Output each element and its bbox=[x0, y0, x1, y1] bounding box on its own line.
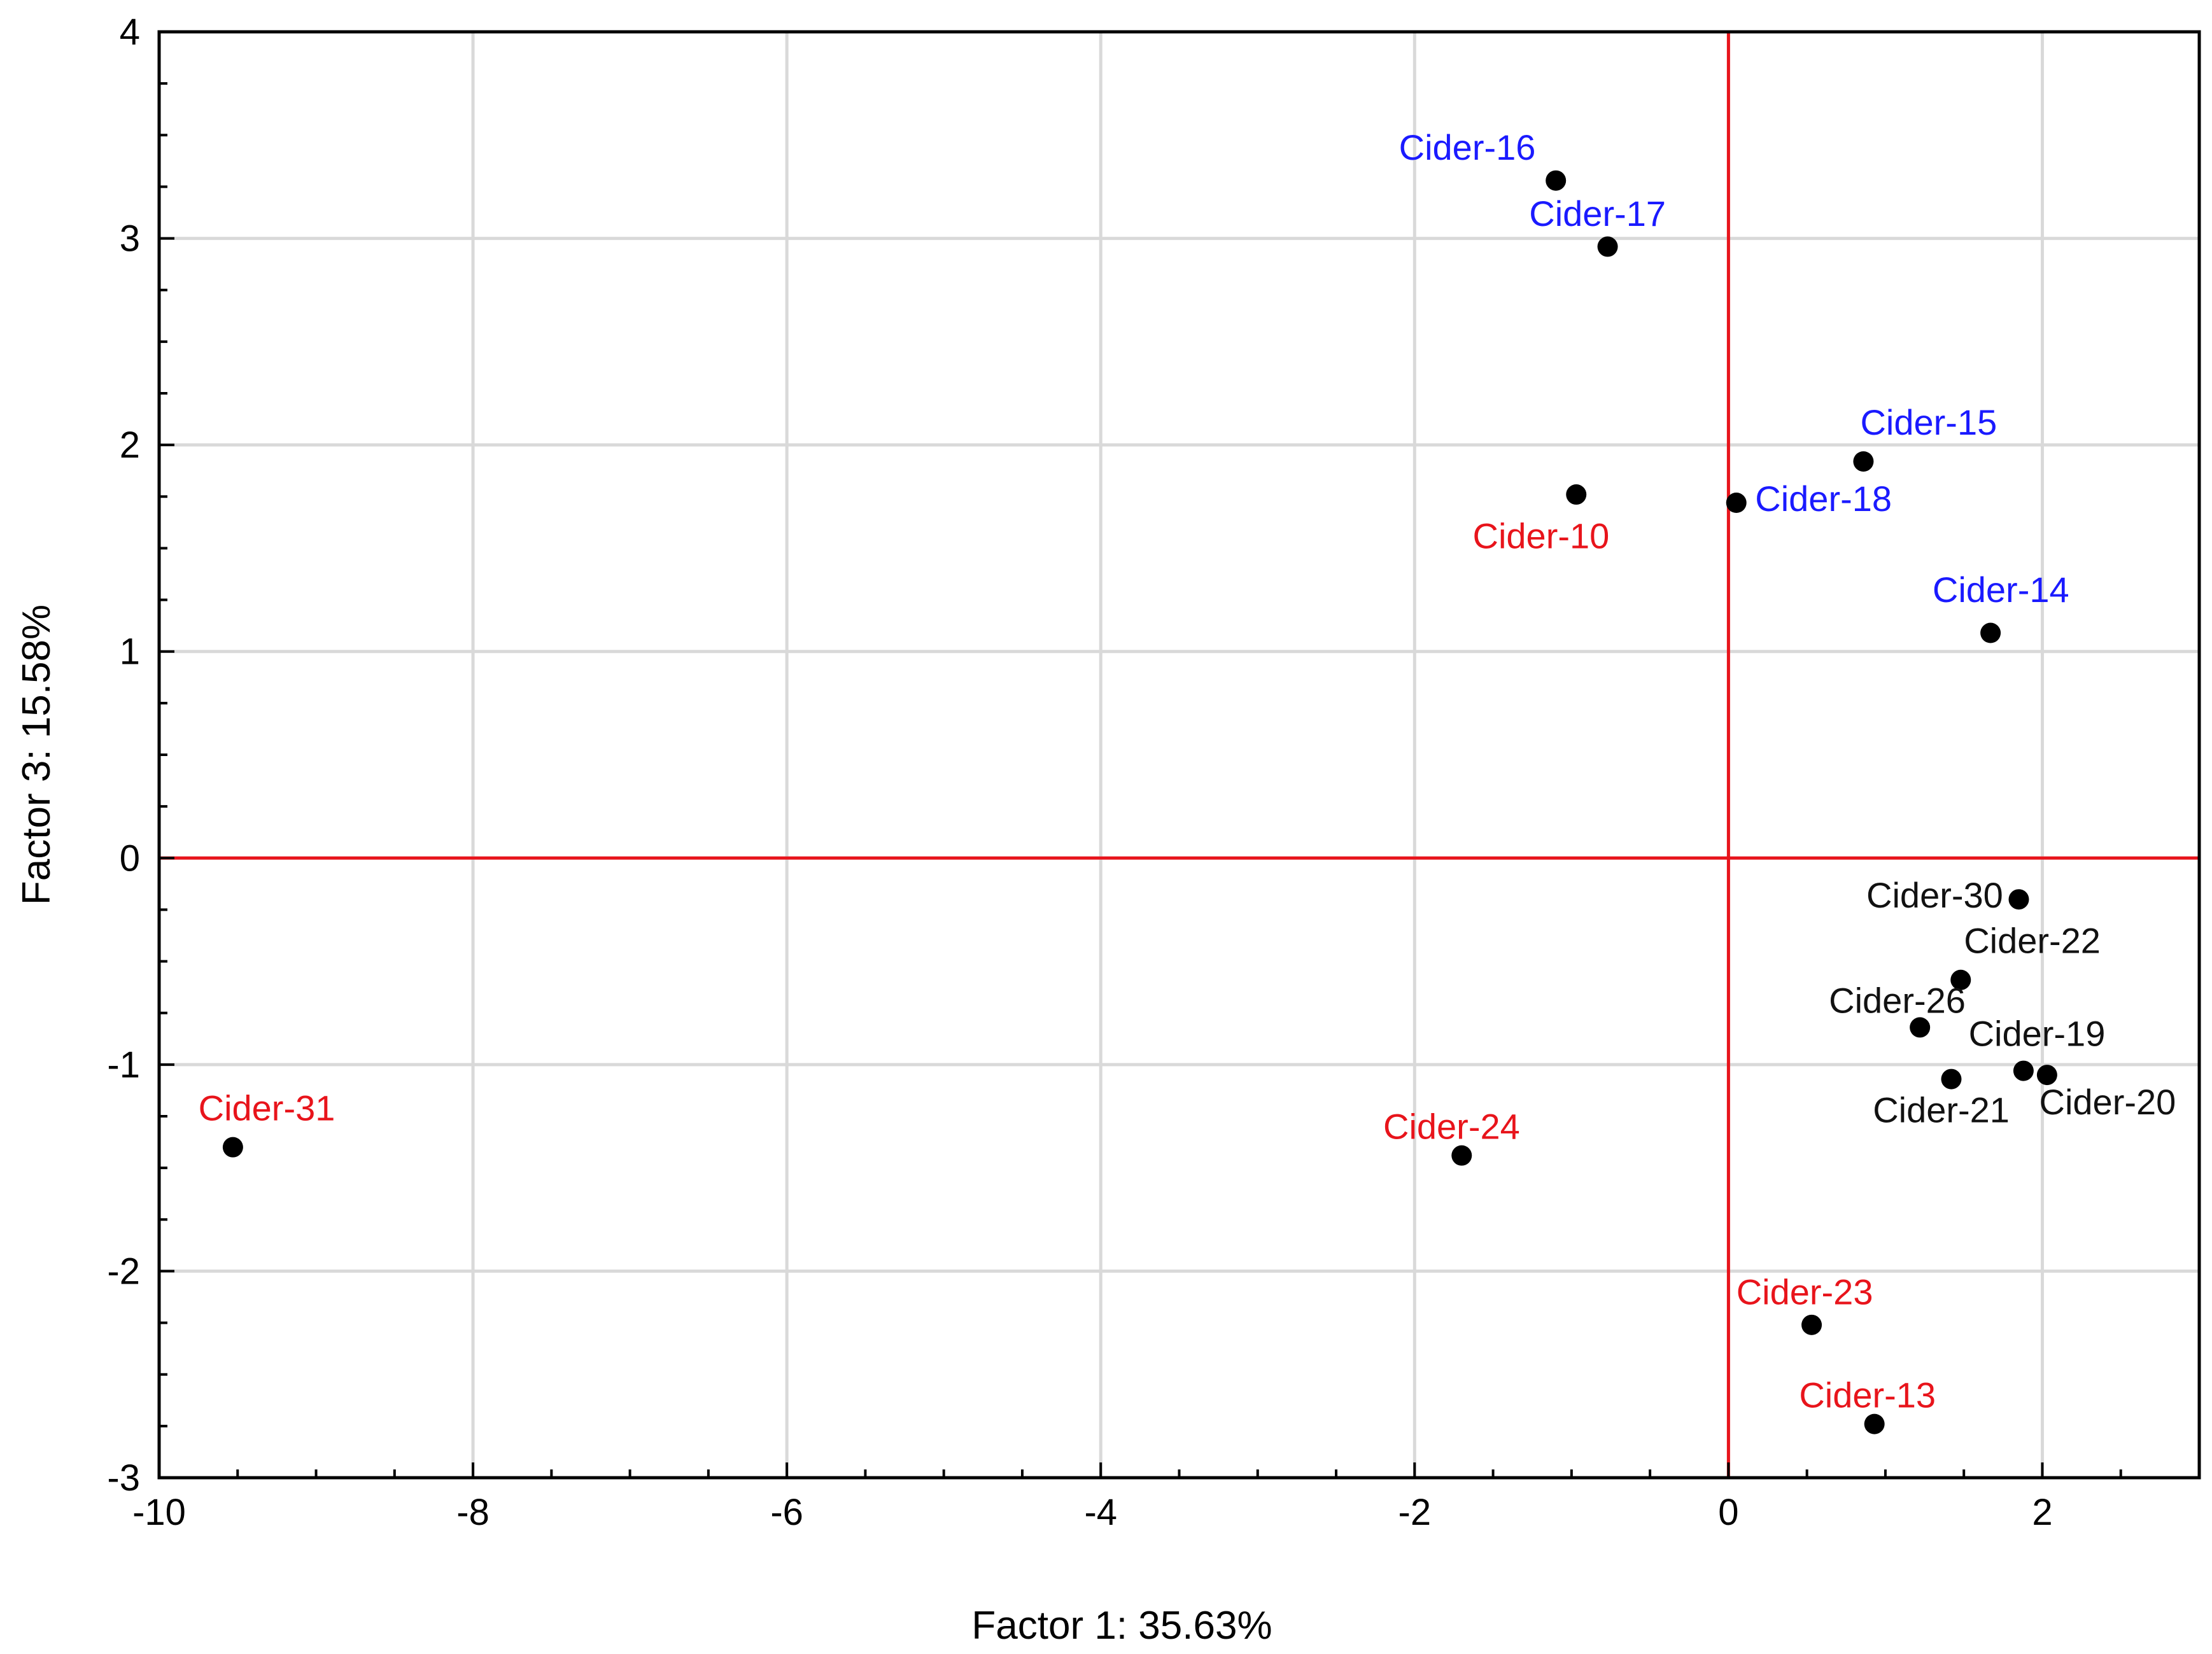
scatter-point bbox=[2013, 1060, 2034, 1081]
x-tick-label: -4 bbox=[1084, 1492, 1117, 1533]
point-label: Cider-20 bbox=[2039, 1082, 2176, 1122]
point-label: Cider-15 bbox=[1860, 402, 1997, 442]
scatter-point bbox=[1910, 1017, 1931, 1038]
scatter-point bbox=[2008, 889, 2029, 910]
reference-lines bbox=[159, 32, 2199, 1478]
point-label: Cider-14 bbox=[1933, 570, 2069, 610]
scatter-point bbox=[1451, 1145, 1472, 1166]
point-label: Cider-10 bbox=[1473, 515, 1610, 556]
x-tick-label: -8 bbox=[456, 1492, 490, 1533]
point-label: Cider-19 bbox=[1969, 1014, 2106, 1054]
scatter-point bbox=[1597, 236, 1618, 257]
x-tick-label: 0 bbox=[1718, 1492, 1738, 1533]
point-label: Cider-23 bbox=[1736, 1272, 1873, 1312]
y-tick-label: -3 bbox=[107, 1457, 140, 1499]
data-points: Cider-16 Cider-17 Cider-15 Cider-18 Cider-14… bbox=[199, 127, 2176, 1434]
point-label: Cider-17 bbox=[1529, 193, 1666, 234]
point-label: Cider-16 bbox=[1399, 127, 1536, 167]
y-tick-label: 0 bbox=[120, 838, 140, 879]
scatter-point bbox=[1566, 484, 1587, 505]
x-axis-title: Factor 1: 35.63% bbox=[971, 1604, 1272, 1648]
point-label: Cider-26 bbox=[1829, 981, 1966, 1021]
y-tick-label: -1 bbox=[107, 1044, 140, 1086]
x-tick-label: -10 bbox=[132, 1492, 186, 1533]
point-label: Cider-30 bbox=[1866, 875, 2003, 915]
scatter-point bbox=[222, 1137, 243, 1158]
scatter-point bbox=[1546, 170, 1567, 191]
scatter-point bbox=[1801, 1314, 1822, 1335]
x-tick-label: -2 bbox=[1398, 1492, 1432, 1533]
x-tick-label: -6 bbox=[770, 1492, 803, 1533]
scatter-point bbox=[1950, 969, 1971, 990]
point-label: Cider-31 bbox=[199, 1088, 335, 1128]
scatter-point bbox=[1864, 1413, 1885, 1434]
y-tick-label: -2 bbox=[107, 1251, 140, 1292]
y-tick-label: 2 bbox=[120, 424, 140, 466]
point-label: Cider-13 bbox=[1799, 1375, 1936, 1415]
plot-frame bbox=[157, 30, 2201, 1480]
point-label: Cider-24 bbox=[1383, 1107, 1520, 1147]
grid-lines bbox=[157, 30, 2199, 1480]
x-tick-label: 2 bbox=[2032, 1492, 2052, 1533]
y-tick-label: 3 bbox=[120, 218, 140, 260]
point-label: Cider-18 bbox=[1755, 479, 1892, 519]
y-tick-label: 4 bbox=[120, 11, 140, 53]
scatter-point bbox=[1941, 1069, 1962, 1090]
scatter-point bbox=[2036, 1065, 2057, 1086]
point-label: Cider-21 bbox=[1873, 1090, 2010, 1130]
point-label: Cider-22 bbox=[1964, 921, 2101, 961]
y-axis-title: Factor 3: 15.58% bbox=[15, 605, 59, 905]
scatter-point bbox=[1980, 622, 2001, 643]
y-tick-label: 1 bbox=[120, 631, 140, 673]
scatter-point bbox=[1853, 451, 1874, 472]
scatter-point bbox=[1726, 493, 1747, 514]
